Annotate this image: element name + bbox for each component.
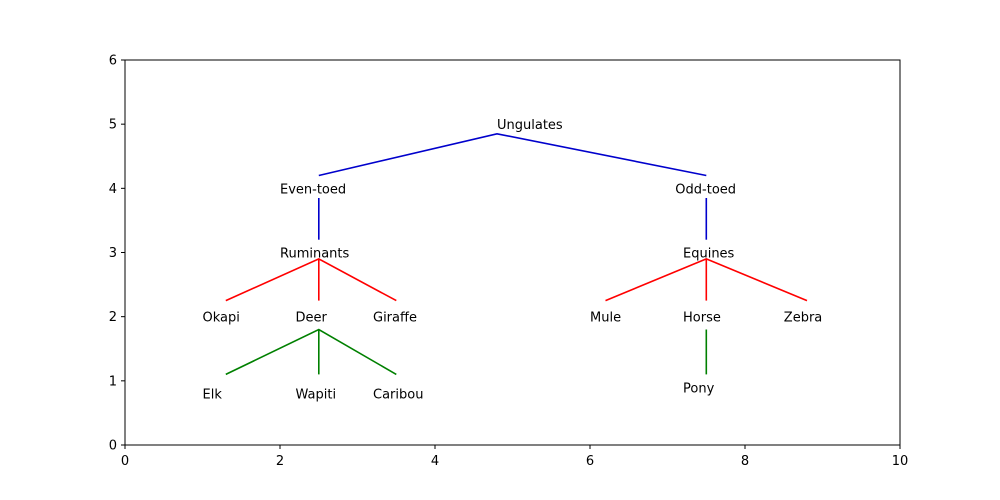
y-tick-label: 1 xyxy=(109,374,117,389)
node-label-elk: Elk xyxy=(203,388,223,403)
node-label-pony: Pony xyxy=(683,381,715,396)
node-label-odd-toed: Odd-toed xyxy=(675,182,736,197)
x-tick-label: 6 xyxy=(586,454,594,469)
y-tick-label: 2 xyxy=(109,310,117,325)
y-tick-label: 4 xyxy=(109,182,117,197)
node-label-even-toed: Even-toed xyxy=(280,182,346,197)
x-tick-label: 8 xyxy=(741,454,749,469)
node-label-ungulates: Ungulates xyxy=(497,118,563,133)
node-label-equines: Equines xyxy=(683,247,735,262)
node-label-ruminants: Ruminants xyxy=(280,247,350,262)
x-tick-label: 10 xyxy=(892,454,909,469)
x-tick-label: 4 xyxy=(431,454,439,469)
node-label-wapiti: Wapiti xyxy=(296,388,337,403)
x-tick-label: 2 xyxy=(276,454,284,469)
node-label-zebra: Zebra xyxy=(784,311,822,326)
y-tick-label: 6 xyxy=(109,54,117,69)
tree-edge-0 xyxy=(318,132,707,177)
y-tick-label: 0 xyxy=(109,439,117,454)
node-labels: Ungulates Even-toed Odd-toed Ruminants Equin… xyxy=(203,118,823,403)
node-label-caribou: Caribou xyxy=(373,388,423,403)
node-label-deer: Deer xyxy=(296,311,328,326)
node-label-giraffe: Giraffe xyxy=(373,311,417,326)
node-label-mule: Mule xyxy=(590,311,621,326)
y-tick-label: 3 xyxy=(109,246,117,261)
node-label-horse: Horse xyxy=(683,311,721,326)
edges-layer xyxy=(225,132,808,376)
axis-ticks: 0 2 4 6 8 10 0 1 2 3 4 5 6 xyxy=(109,54,909,470)
node-label-okapi: Okapi xyxy=(203,311,240,326)
y-tick-label: 5 xyxy=(109,118,117,133)
x-tick-label: 0 xyxy=(121,454,129,469)
